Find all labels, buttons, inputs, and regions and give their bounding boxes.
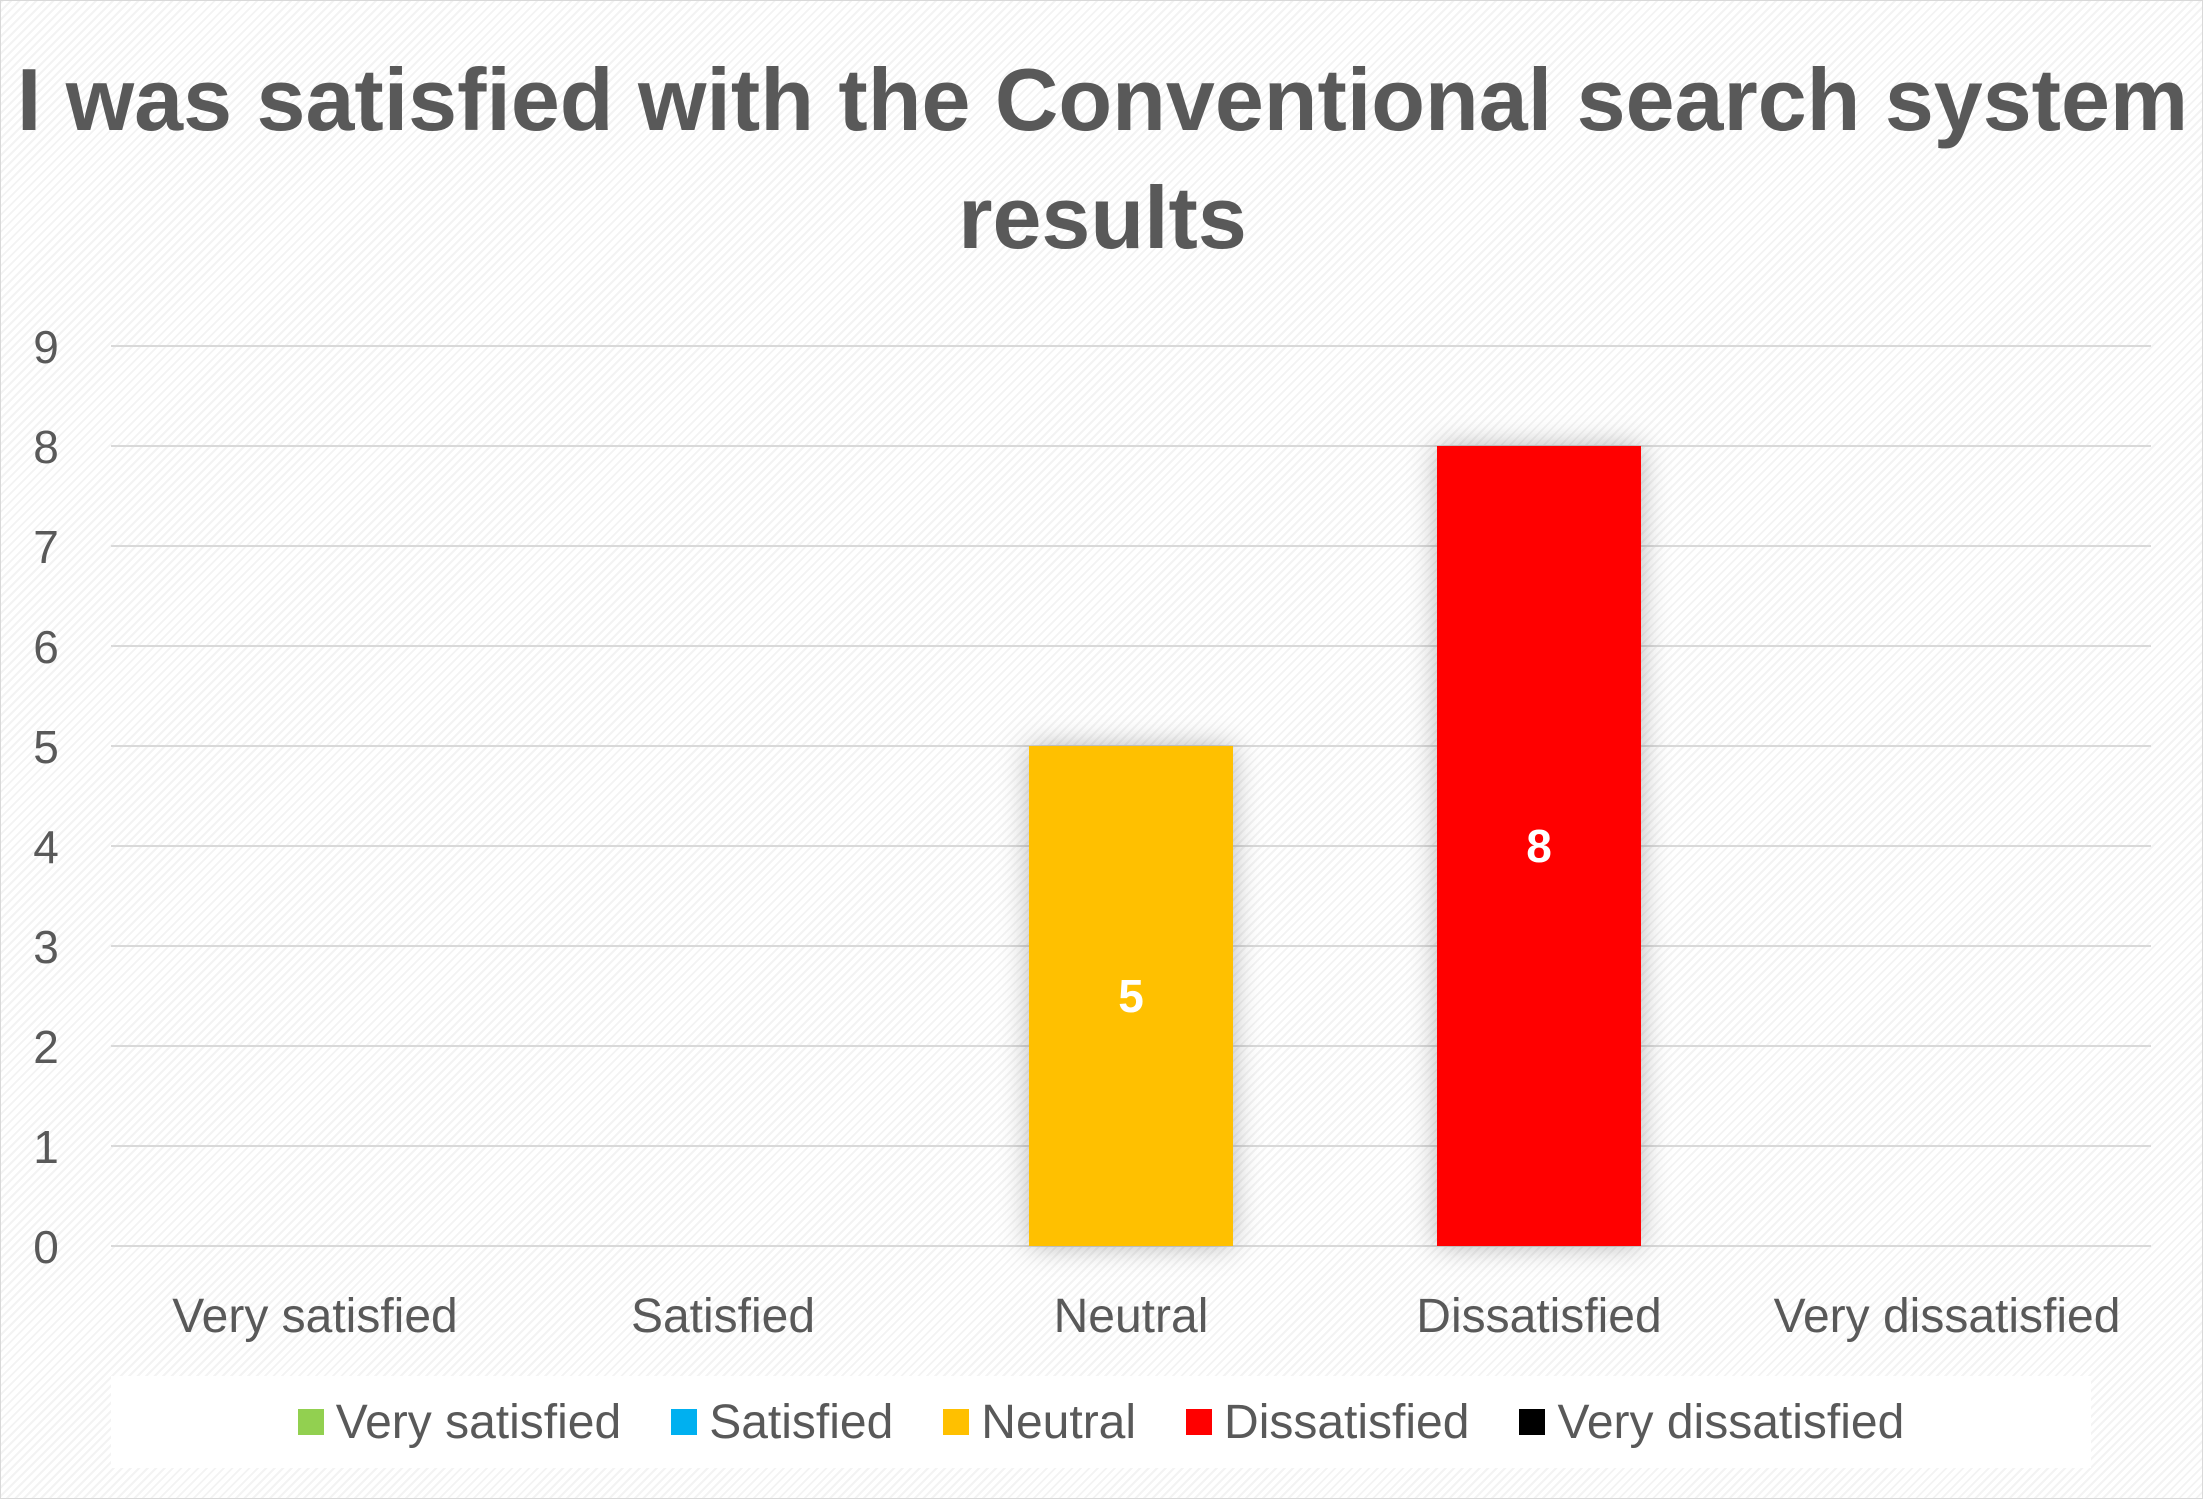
legend: Very satisfied Satisfied Neutral Dissatisfi… [111, 1376, 2091, 1468]
x-tick-label: Dissatisfied [1416, 1290, 1661, 1343]
y-tick-label: 5 [33, 721, 59, 773]
legend-item: Very satisfied [297, 1395, 622, 1450]
x-tick-label: Neutral [1054, 1290, 1209, 1343]
legend-item: Very dissatisfied [1519, 1395, 1904, 1450]
plot-area: 0 1 2 3 4 5 6 7 8 9 Very satisfied Satisfied 5 Neutra… [33, 321, 2151, 1343]
legend-item: Neutral [943, 1395, 1136, 1450]
y-tick-label: 6 [33, 621, 59, 673]
legend-swatch [297, 1409, 324, 1435]
legend-swatch [1186, 1409, 1213, 1435]
data-label: 8 [1526, 820, 1552, 872]
legend-label: Very satisfied [335, 1395, 622, 1449]
legend-item: Dissatisfied [1186, 1395, 1469, 1450]
y-tick-label: 4 [33, 821, 59, 873]
x-tick-label: Satisfied [631, 1290, 815, 1343]
legend-swatch [671, 1409, 698, 1435]
legend-swatch [943, 1409, 970, 1435]
x-tick-label: Very dissatisfied [1774, 1290, 2121, 1343]
y-tick-label: 1 [33, 1121, 59, 1173]
legend-item: Satisfied [671, 1395, 893, 1450]
legend-label: Satisfied [709, 1395, 894, 1449]
y-tick-label: 9 [33, 321, 59, 373]
bar [1437, 446, 1641, 1246]
legend-label: Very dissatisfied [1557, 1395, 1905, 1449]
legend-label: Neutral [981, 1395, 1137, 1449]
bar [1029, 746, 1233, 1246]
y-tick-label: 8 [33, 421, 59, 473]
chart-title: I was satisfied with the Conventional se… [16, 50, 2189, 267]
legend-label: Dissatisfied [1224, 1395, 1470, 1449]
y-tick-label: 7 [33, 521, 59, 573]
data-label: 5 [1118, 970, 1144, 1022]
y-tick-label: 2 [33, 1021, 59, 1073]
legend-swatch [1519, 1409, 1546, 1435]
x-tick-label: Very satisfied [172, 1290, 457, 1343]
y-tick-label: 0 [33, 1221, 59, 1273]
y-tick-label: 3 [33, 921, 59, 973]
